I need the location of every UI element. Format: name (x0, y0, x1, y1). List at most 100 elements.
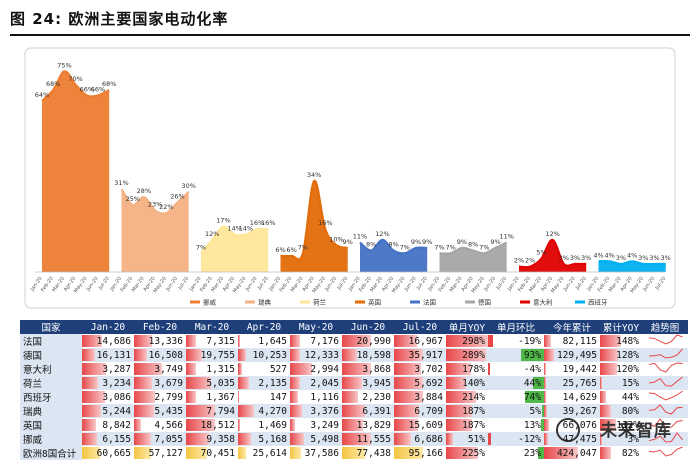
cell-value: 16,508 (148, 349, 183, 361)
month-value-cell: 4,270 (238, 404, 290, 418)
value-bar (290, 419, 296, 431)
month-value-cell: 2,045 (290, 376, 342, 390)
data-label-5-3: 8% (468, 241, 478, 249)
cell-value: 4,566 (154, 419, 183, 431)
month-value-cell: 2,230 (342, 390, 394, 404)
cell-value: 15% (621, 377, 639, 389)
data-label-1-5: 26% (170, 192, 184, 200)
cell-value: 128% (616, 349, 639, 361)
trend-sparkline-cell (642, 376, 688, 390)
value-bar (600, 377, 603, 389)
legend-label-7: 西班牙 (588, 298, 608, 307)
country-cell: 德国 (20, 348, 82, 362)
value-bar (82, 433, 98, 445)
cell-value: 5% (529, 405, 541, 417)
series-area-5 (439, 242, 507, 272)
table-row: 法国 14,686 13,336 7,315 1,645 7,176 20,990 16,96… (20, 334, 688, 348)
cum-yoy-cell: 15% (600, 376, 642, 390)
data-label-4-5: 9% (411, 238, 421, 246)
trend-sparkline (648, 432, 683, 443)
country-cell: 挪威 (20, 432, 82, 446)
column-header: Jan-20 (82, 320, 134, 334)
value-bar (446, 405, 473, 417)
cell-value: 178% (462, 363, 485, 375)
legend-label-5: 德国 (478, 298, 491, 307)
month-value-cell: 12,333 (290, 348, 342, 362)
cell-value: 37,586 (304, 447, 339, 459)
cum-yoy-cell: 112% (600, 418, 642, 432)
table-row: 英国 8,842 4,566 18,512 1,469 3,249 13,829 15,609… (20, 418, 688, 432)
sparkline-line (648, 432, 683, 443)
legend-label-6: 意大利 (533, 298, 553, 307)
value-bar (186, 391, 197, 403)
month-value-cell: 37,586 (290, 446, 342, 460)
cell-value: 3,679 (154, 377, 183, 389)
mom-cell: 74% (488, 390, 544, 404)
data-label-6-1: 2% (525, 257, 535, 265)
column-header: Apr-20 (238, 320, 290, 334)
legend-label-4: 法国 (423, 298, 436, 307)
cell-value: 70,451 (200, 447, 235, 459)
trend-sparkline (648, 446, 683, 457)
cell-value: 3,287 (102, 363, 131, 375)
yoy-cell: 51% (446, 432, 488, 446)
month-value-cell: 25,614 (238, 446, 290, 460)
cell-value: 25,765 (562, 377, 597, 389)
month-value-cell: 13,829 (342, 418, 394, 432)
month-value-cell: 3,884 (394, 390, 446, 404)
value-bar (600, 335, 621, 347)
value-bar (488, 433, 492, 445)
data-label-6-5: 3% (570, 254, 580, 262)
cell-value: 93% (523, 349, 541, 361)
month-value-cell: 5,692 (394, 376, 446, 390)
month-value-cell: 2,994 (290, 362, 342, 376)
country-cell: 荷兰 (20, 376, 82, 390)
data-label-0-6: 68% (102, 80, 116, 88)
value-bar (290, 447, 302, 459)
data-label-7-2: 3% (616, 254, 626, 262)
mom-cell: 5% (488, 404, 544, 418)
cell-value: 1,315 (206, 363, 235, 375)
cell-value: 2,230 (362, 391, 391, 403)
value-bar (186, 363, 196, 375)
value-bar (446, 349, 487, 361)
data-label-3-3: 34% (307, 171, 321, 179)
column-header: Jun-20 (342, 320, 394, 334)
mom-cell: -4% (488, 362, 544, 376)
series-line-4 (359, 238, 428, 255)
cum-yoy-cell: 120% (600, 362, 642, 376)
legend-label-3: 英国 (368, 298, 381, 307)
data-label-0-3: 70% (68, 75, 82, 83)
cell-value: 47,475 (562, 433, 597, 445)
month-value-cell: 1,116 (290, 390, 342, 404)
cell-value: 10,253 (252, 349, 287, 361)
cell-value: 5,692 (414, 377, 443, 389)
value-bar (186, 335, 196, 347)
month-value-cell: 77,438 (342, 446, 394, 460)
value-bar (290, 335, 300, 347)
table-row: 意大利 3,287 3,749 1,315 527 2,994 3,868 3,702 178%… (20, 362, 688, 376)
month-value-cell: 3,749 (134, 362, 186, 376)
mom-cell: 44% (488, 376, 544, 390)
watermark: 未来智库 (600, 421, 672, 441)
month-value-cell: 57,127 (134, 446, 186, 460)
yoy-cell: 178% (446, 362, 488, 376)
country-cell: 西班牙 (20, 390, 82, 404)
month-value-cell: 1,469 (238, 418, 290, 432)
value-bar (538, 447, 544, 459)
value-bar (342, 391, 359, 403)
column-header: 单月环比 (488, 320, 544, 334)
value-bar (290, 405, 303, 417)
month-value-cell: 3,287 (82, 362, 134, 376)
cell-value: 187% (462, 419, 485, 431)
table-row: 西班牙 3,086 2,799 1,367 147 1,116 2,230 3,884 214%… (20, 390, 688, 404)
month-value-cell: 6,155 (82, 432, 134, 446)
value-bar (134, 433, 152, 445)
ytd-cell: 19,442 (544, 362, 600, 376)
data-label-7-3: 4% (627, 251, 637, 259)
cell-value: 1,367 (206, 391, 235, 403)
value-bar (544, 377, 547, 389)
column-header: Mar-20 (186, 320, 238, 334)
month-value-cell: 8,842 (82, 418, 134, 432)
cell-value: 57,127 (148, 447, 183, 459)
